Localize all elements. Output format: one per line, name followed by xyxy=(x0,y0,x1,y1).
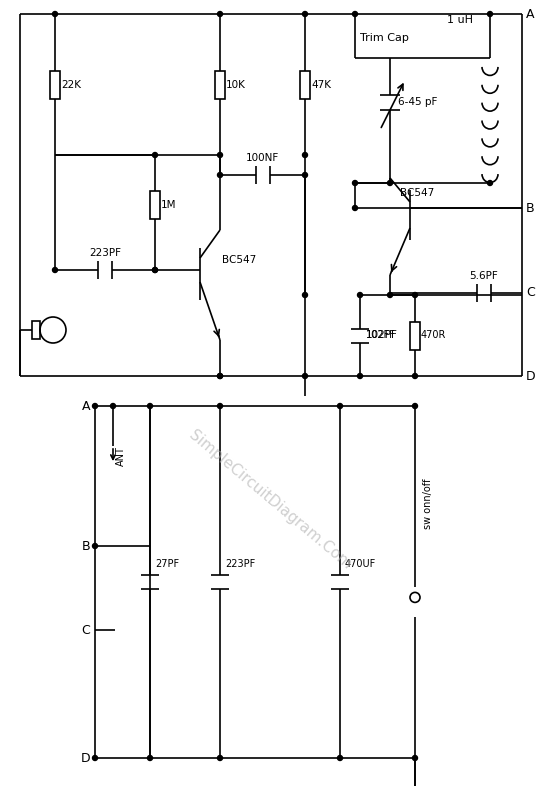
Circle shape xyxy=(52,12,57,17)
Circle shape xyxy=(388,292,393,297)
Circle shape xyxy=(338,403,342,409)
Circle shape xyxy=(152,267,158,273)
Circle shape xyxy=(147,403,152,409)
Text: D: D xyxy=(80,751,90,765)
Text: 1 uH: 1 uH xyxy=(447,15,473,25)
Circle shape xyxy=(353,12,357,17)
Text: sw onn/off: sw onn/off xyxy=(423,479,433,530)
Circle shape xyxy=(92,543,98,549)
Circle shape xyxy=(92,403,98,409)
Text: Trim Cap: Trim Cap xyxy=(360,33,409,43)
Circle shape xyxy=(218,152,222,157)
Text: 10K: 10K xyxy=(226,79,246,90)
Circle shape xyxy=(357,373,362,379)
Circle shape xyxy=(413,292,417,297)
Text: 470UF: 470UF xyxy=(345,559,376,569)
Text: B: B xyxy=(82,539,90,553)
Circle shape xyxy=(413,403,417,409)
Circle shape xyxy=(218,373,222,379)
Text: A: A xyxy=(526,8,535,20)
Circle shape xyxy=(218,12,222,17)
Text: 47K: 47K xyxy=(311,79,331,90)
Text: B: B xyxy=(526,201,535,215)
Circle shape xyxy=(353,205,357,211)
Circle shape xyxy=(152,152,158,157)
Circle shape xyxy=(218,373,222,379)
Circle shape xyxy=(92,755,98,761)
Circle shape xyxy=(111,403,116,409)
Bar xyxy=(410,321,420,350)
Circle shape xyxy=(218,172,222,178)
Circle shape xyxy=(218,403,222,409)
Circle shape xyxy=(338,755,342,761)
Text: BC547: BC547 xyxy=(400,188,434,198)
Circle shape xyxy=(152,267,158,273)
Circle shape xyxy=(488,12,492,17)
Text: 102FF: 102FF xyxy=(366,330,396,340)
Text: 223PF: 223PF xyxy=(89,248,121,258)
Circle shape xyxy=(302,292,307,297)
Text: 6-45 pF: 6-45 pF xyxy=(398,97,437,107)
Bar xyxy=(150,191,160,219)
Circle shape xyxy=(488,181,492,185)
Circle shape xyxy=(388,181,393,185)
Circle shape xyxy=(302,12,307,17)
Text: SimpleCircuitDiagram.Com: SimpleCircuitDiagram.Com xyxy=(186,428,354,572)
Text: D: D xyxy=(526,369,536,383)
Bar xyxy=(215,71,225,98)
Bar xyxy=(50,71,60,98)
Circle shape xyxy=(353,181,357,185)
Circle shape xyxy=(52,267,57,273)
Circle shape xyxy=(218,755,222,761)
Circle shape xyxy=(302,373,307,379)
Circle shape xyxy=(413,373,417,379)
Text: 27PF: 27PF xyxy=(155,559,179,569)
Text: A: A xyxy=(82,399,90,413)
Text: 470R: 470R xyxy=(421,330,447,340)
Circle shape xyxy=(302,152,307,157)
Circle shape xyxy=(147,755,152,761)
Circle shape xyxy=(302,172,307,178)
Text: 100NF: 100NF xyxy=(246,153,279,163)
Text: C: C xyxy=(81,623,90,637)
Bar xyxy=(32,321,40,339)
Text: 223PF: 223PF xyxy=(225,559,255,569)
Circle shape xyxy=(357,292,362,297)
Bar xyxy=(300,71,310,98)
Text: BC547: BC547 xyxy=(222,255,256,265)
Text: ANT: ANT xyxy=(116,446,126,466)
Text: 1M: 1M xyxy=(161,200,177,210)
Text: 22K: 22K xyxy=(61,79,81,90)
Text: 5.6PF: 5.6PF xyxy=(469,271,498,281)
Circle shape xyxy=(413,755,417,761)
Text: C: C xyxy=(526,287,535,299)
Text: 102PF: 102PF xyxy=(366,330,398,340)
